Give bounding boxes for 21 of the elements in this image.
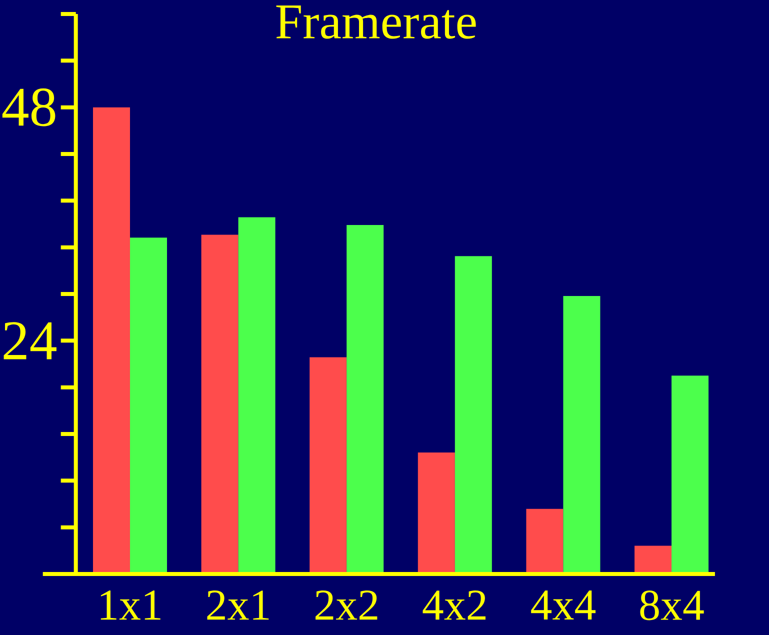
bar	[418, 452, 455, 574]
bar	[672, 376, 709, 574]
bar	[634, 546, 672, 574]
bar	[310, 357, 347, 574]
bar	[93, 107, 130, 574]
y-tick-label: 24	[4, 322, 56, 360]
y-tick-label: 48	[2, 88, 56, 126]
bar	[201, 234, 238, 574]
bar	[563, 296, 600, 574]
bar	[526, 508, 564, 574]
x-tick-label: 4x2	[422, 590, 486, 620]
bar	[454, 256, 492, 574]
x-tick-label: 2x1	[207, 590, 269, 620]
x-tick-label: 1x1	[100, 590, 160, 620]
x-tick-label: 4x4	[531, 590, 596, 620]
chart-title: Framerate	[276, 6, 476, 39]
bar	[346, 224, 384, 574]
x-tick-label: 8x4	[640, 590, 704, 620]
bar	[238, 217, 276, 574]
x-tick-label: 2x2	[316, 590, 378, 620]
bar	[130, 238, 167, 574]
